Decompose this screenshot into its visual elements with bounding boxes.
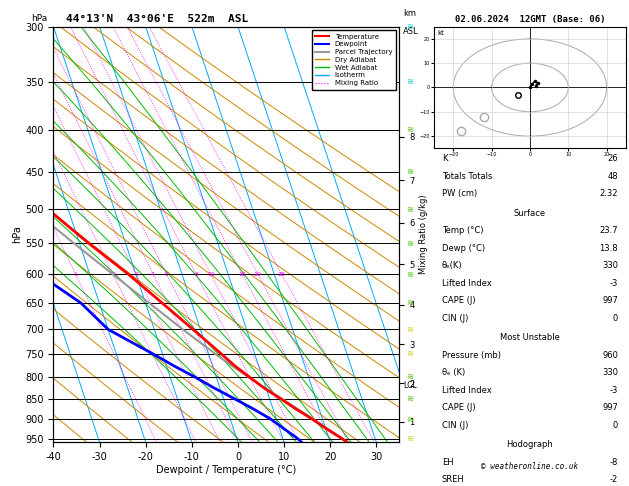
Text: 02.06.2024  12GMT (Base: 06): 02.06.2024 12GMT (Base: 06) (455, 15, 605, 24)
Text: LCL: LCL (404, 382, 417, 390)
Text: 0: 0 (613, 314, 618, 323)
Text: CAPE (J): CAPE (J) (442, 296, 476, 305)
Text: ≋: ≋ (406, 394, 413, 403)
Text: 28: 28 (278, 272, 286, 277)
Text: PW (cm): PW (cm) (442, 190, 477, 198)
Text: -3: -3 (610, 279, 618, 288)
Text: CIN (J): CIN (J) (442, 421, 468, 430)
Text: 3: 3 (134, 272, 138, 277)
Text: CIN (J): CIN (J) (442, 314, 468, 323)
Text: ASL: ASL (403, 27, 418, 36)
Text: ≋: ≋ (406, 22, 413, 31)
Text: 960: 960 (603, 351, 618, 360)
Text: Totals Totals: Totals Totals (442, 172, 492, 181)
Text: 4: 4 (151, 272, 155, 277)
Text: Temp (°C): Temp (°C) (442, 226, 483, 235)
Text: 20: 20 (254, 272, 262, 277)
Text: 330: 330 (602, 368, 618, 377)
Text: hPa: hPa (31, 14, 47, 22)
Text: Surface: Surface (514, 209, 546, 218)
Y-axis label: Mixing Ratio (g/kg): Mixing Ratio (g/kg) (419, 195, 428, 274)
Y-axis label: hPa: hPa (13, 226, 23, 243)
Text: 997: 997 (603, 296, 618, 305)
Text: K: K (442, 155, 447, 163)
Text: EH: EH (442, 458, 454, 467)
Text: km: km (403, 9, 416, 18)
Text: 2.32: 2.32 (599, 190, 618, 198)
Text: 330: 330 (602, 261, 618, 270)
Text: 23.7: 23.7 (599, 226, 618, 235)
Text: Lifted Index: Lifted Index (442, 279, 491, 288)
Text: ≋: ≋ (406, 325, 413, 334)
Text: 26: 26 (608, 155, 618, 163)
Text: 16: 16 (238, 272, 247, 277)
Text: θₑ (K): θₑ (K) (442, 368, 465, 377)
Text: -2: -2 (610, 475, 618, 484)
Text: 1: 1 (74, 272, 77, 277)
Text: 2: 2 (111, 272, 115, 277)
Text: 8: 8 (194, 272, 198, 277)
Text: ≋: ≋ (406, 415, 413, 424)
Text: ≋: ≋ (406, 349, 413, 359)
Text: ≋: ≋ (406, 167, 413, 176)
X-axis label: Dewpoint / Temperature (°C): Dewpoint / Temperature (°C) (157, 465, 296, 475)
Text: ≋: ≋ (406, 239, 413, 248)
Text: ≋: ≋ (406, 373, 413, 382)
Text: -8: -8 (610, 458, 618, 467)
Text: 10: 10 (207, 272, 214, 277)
Text: ≋: ≋ (406, 270, 413, 279)
Text: ≋: ≋ (406, 434, 413, 443)
Text: θₑ(K): θₑ(K) (442, 261, 462, 270)
Text: 48: 48 (608, 172, 618, 181)
Text: SREH: SREH (442, 475, 464, 484)
Text: 997: 997 (603, 403, 618, 412)
Text: Most Unstable: Most Unstable (500, 333, 560, 342)
Text: 0: 0 (613, 421, 618, 430)
Legend: Temperature, Dewpoint, Parcel Trajectory, Dry Adiabat, Wet Adiabat, Isotherm, Mi: Temperature, Dewpoint, Parcel Trajectory… (312, 30, 396, 89)
Text: Lifted Index: Lifted Index (442, 386, 491, 395)
Text: ≋: ≋ (406, 205, 413, 214)
Text: Pressure (mb): Pressure (mb) (442, 351, 501, 360)
Text: -3: -3 (610, 386, 618, 395)
Text: ≋: ≋ (406, 298, 413, 308)
Text: kt: kt (438, 31, 445, 36)
Text: Dewp (°C): Dewp (°C) (442, 244, 485, 253)
Text: CAPE (J): CAPE (J) (442, 403, 476, 412)
Text: 13.8: 13.8 (599, 244, 618, 253)
Text: Hodograph: Hodograph (506, 440, 554, 449)
Text: 5: 5 (165, 272, 169, 277)
Text: 44°13'N  43°06'E  522m  ASL: 44°13'N 43°06'E 522m ASL (66, 14, 248, 24)
Text: ≋: ≋ (406, 125, 413, 134)
Text: © weatheronline.co.uk: © weatheronline.co.uk (481, 462, 579, 471)
Text: ≋: ≋ (406, 77, 413, 87)
